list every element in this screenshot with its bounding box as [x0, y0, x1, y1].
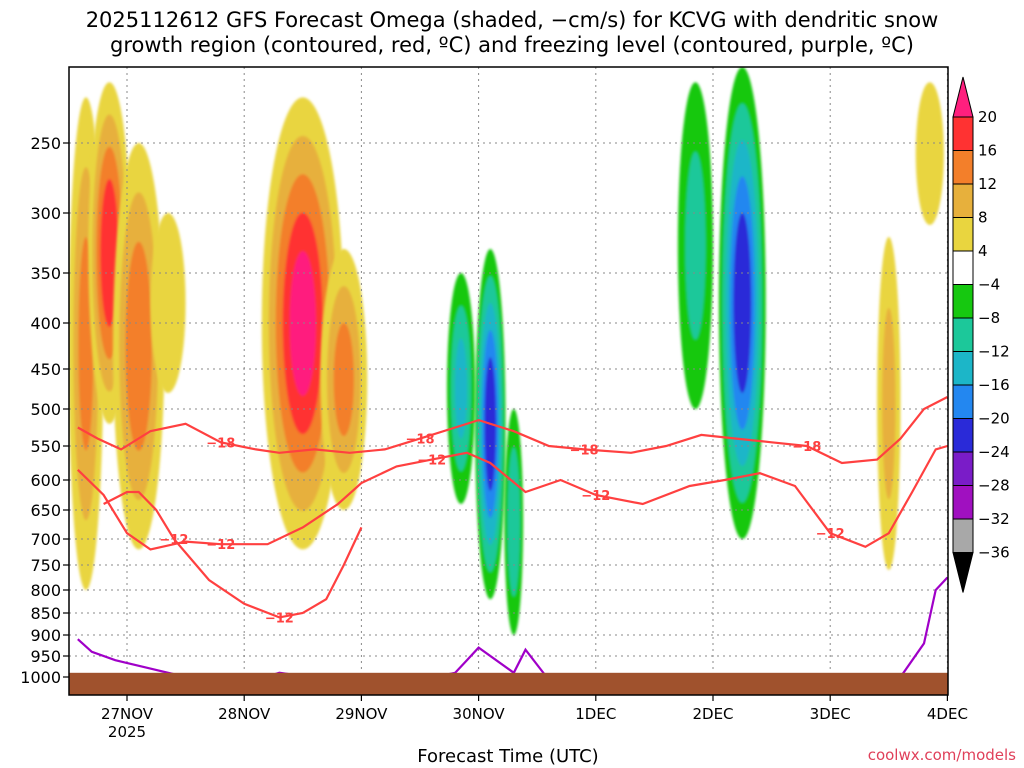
y-tick-label: 300: [30, 204, 61, 223]
colorbar-label: −28: [978, 477, 1010, 495]
colorbar-swatch: [952, 384, 974, 419]
y-tick-label: 900: [30, 626, 61, 645]
omega-level-patch: [289, 251, 316, 396]
x-tick-label: 30NOV: [453, 705, 506, 723]
colorbar-label: −20: [978, 410, 1010, 428]
colorbar-swatch: [952, 351, 974, 386]
colorbar-swatch: [952, 485, 974, 520]
omega-blob: [677, 82, 713, 409]
terrain-surface: [69, 672, 948, 695]
dgz-contour-minus18-label: −18: [570, 443, 599, 458]
omega-blob: [718, 67, 766, 539]
colorbar-label: −8: [978, 309, 1000, 327]
colorbar-label: −12: [978, 343, 1010, 361]
y-tick-label: 400: [30, 314, 61, 333]
dgz-contour-minus12-label: −12: [206, 538, 235, 553]
colorbar-bottom-arrow: [952, 552, 974, 593]
omega-level-patch: [915, 82, 944, 225]
colorbar-swatch: [952, 284, 974, 319]
omega-level-patch: [333, 322, 354, 437]
colorbar-top-arrow: [952, 76, 974, 118]
colorbar-label: −16: [978, 376, 1010, 394]
x-axis-title: Forecast Time (UTC): [417, 746, 598, 767]
colorbar-swatch: [952, 451, 974, 486]
omega-level-patch: [882, 307, 896, 500]
omega-blob: [504, 409, 524, 635]
chart-title-line-2: growth region (contoured, red, ºC) and f…: [110, 33, 914, 57]
omega-blob: [915, 82, 944, 225]
dgz-contour-minus12-lower-label: −12: [159, 533, 188, 548]
y-tick-label: 350: [30, 264, 61, 283]
colorbar-swatch: [952, 317, 974, 352]
y-tick-label: 750: [30, 556, 61, 575]
y-tick-label: 450: [30, 360, 61, 379]
x-tick-label: 1DEC: [575, 705, 616, 723]
y-tick-label: 650: [30, 501, 61, 520]
dgz-contour-minus12-lower: [103, 490, 363, 619]
omega-blob: [320, 249, 368, 510]
y-tick-label: 950: [30, 647, 61, 666]
colorbar-swatch: [952, 250, 974, 285]
plot-area: −18 −18 −18 −18 −12 −12 −12 −12 −12 −12: [68, 66, 949, 696]
y-tick-label: 550: [30, 437, 61, 456]
dgz-contour-minus18-label: −18: [206, 436, 235, 451]
y-axis: 250 300 350 400 450 500 550 600 650 700 750 800 850 9…: [20, 134, 69, 687]
omega-level-patch: [733, 212, 752, 394]
y-tick-label: 850: [30, 604, 61, 623]
y-tick-label: 600: [30, 471, 61, 490]
dgz-contour-minus12: [77, 444, 948, 551]
colorbar-swatch: [952, 217, 974, 252]
colorbar-swatch: [952, 116, 974, 151]
colorbar-label: −32: [978, 510, 1010, 528]
colorbar-label: 20: [978, 108, 997, 126]
y-tick-label: 700: [30, 530, 61, 549]
colorbar-label: 8: [978, 209, 988, 227]
colorbar-label: −4: [978, 276, 1000, 294]
credit-text: coolwx.com/models: [868, 746, 1016, 764]
dgz-contour-minus18-label: −18: [792, 440, 821, 455]
dgz-contour-minus12-lower-label: −12: [265, 611, 294, 626]
omega-blob: [877, 237, 901, 570]
colorbar-swatch: [952, 518, 974, 553]
colorbar-label: 16: [978, 142, 997, 160]
colorbar-label: −36: [978, 544, 1010, 562]
omega-level-patch: [454, 338, 468, 439]
colorbar-swatch: [952, 183, 974, 218]
omega-level-patch: [125, 241, 152, 451]
y-tick-label: 250: [30, 134, 61, 153]
omega-level-patch: [685, 151, 706, 340]
colorbar-swatch: [952, 418, 974, 453]
dgz-contour-minus12-label: −12: [816, 527, 845, 542]
colorbar: 20 16 12 8 4 −4 −8 −12 −16 −20 −24 −28 −32 −36: [952, 76, 1010, 593]
dgz-contour-minus12-label: −12: [581, 489, 610, 504]
y-tick-label: 1000: [20, 668, 61, 687]
chart-title-line-1: 2025112612 GFS Forecast Omega (shaded, −…: [86, 8, 939, 32]
dgz-contour-minus18: [77, 396, 948, 465]
colorbar-label: 12: [978, 175, 997, 193]
dgz-contour-minus12-label: −12: [417, 454, 446, 469]
y-tick-label: 800: [30, 581, 61, 600]
x-tick-label: 28NOV: [218, 705, 271, 723]
y-tick-label: 500: [30, 400, 61, 419]
omega-blob: [446, 273, 476, 504]
x-tick-sublabel: 2025: [108, 723, 146, 741]
x-tick-label: 4DEC: [927, 705, 968, 723]
omega-shading: [69, 67, 944, 635]
colorbar-swatch: [952, 150, 974, 185]
plot-frame: [68, 66, 949, 696]
dgz-contour-minus18-label: −18: [406, 433, 435, 448]
omega-blob: [150, 213, 186, 393]
omega-level-patch: [150, 213, 186, 393]
x-tick-label: 2DEC: [692, 705, 733, 723]
x-tick-label: 3DEC: [810, 705, 851, 723]
omega-blob: [112, 143, 165, 550]
colorbar-label: 4: [978, 242, 988, 260]
omega-level-patch: [507, 447, 520, 597]
x-tick-label: 27NOV: [101, 705, 154, 723]
colorbar-label: −24: [978, 443, 1010, 461]
x-tick-label: 29NOV: [335, 705, 388, 723]
